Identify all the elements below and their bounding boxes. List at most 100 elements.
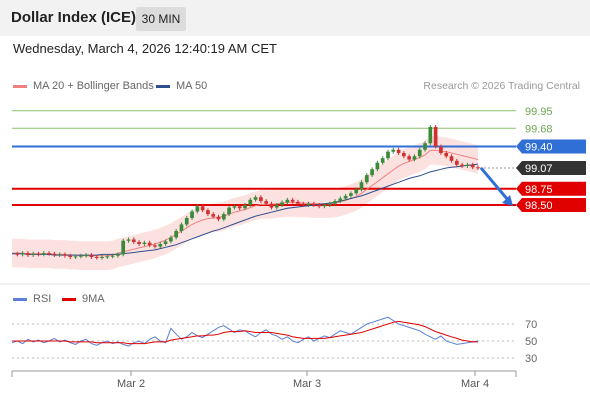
candle	[200, 204, 205, 213]
candle-body	[417, 149, 422, 157]
candle	[20, 251, 25, 257]
candle	[264, 199, 269, 206]
forecast-arrow-head	[502, 195, 513, 206]
candle	[439, 144, 443, 155]
candle-body	[364, 175, 369, 183]
candle-body	[131, 239, 136, 243]
candle	[343, 193, 348, 201]
candle-body	[169, 237, 173, 242]
candle	[460, 162, 464, 168]
candle	[306, 201, 311, 207]
candle-body	[439, 146, 443, 153]
ma50-swatch	[156, 84, 170, 88]
candle	[243, 203, 247, 211]
candle	[211, 212, 216, 219]
candle	[354, 187, 359, 196]
candle-body	[386, 151, 390, 159]
candle	[142, 240, 147, 246]
candle	[163, 239, 168, 246]
candle	[221, 212, 226, 222]
candle-body	[163, 241, 168, 244]
instrument-title: Dollar Index (ICE)	[11, 9, 137, 26]
candle	[121, 238, 126, 257]
candle	[73, 254, 78, 259]
candle-body	[84, 255, 88, 257]
candle	[449, 154, 454, 163]
candle	[68, 253, 73, 259]
candle	[131, 237, 136, 244]
legend-ma50: MA 50	[156, 80, 207, 92]
level-tag-support: 98.75	[516, 181, 586, 196]
candle-body	[211, 214, 216, 217]
candle	[311, 201, 316, 207]
candle	[232, 204, 237, 210]
x-tick-label: Mar 4	[461, 378, 489, 390]
legend-rsi-label: RSI	[33, 293, 52, 305]
candle-body	[402, 153, 406, 157]
candle	[126, 237, 131, 243]
candle	[52, 251, 57, 257]
candle-body	[327, 203, 332, 205]
candle-body	[227, 207, 231, 215]
candle-body	[338, 198, 343, 202]
level-tag-text: 98.75	[525, 184, 553, 196]
candle-body	[333, 201, 337, 204]
candle-body	[31, 253, 36, 256]
candle-body	[274, 205, 279, 208]
candle	[195, 204, 200, 214]
candle	[476, 165, 480, 170]
candle-body	[116, 254, 120, 256]
candle-body	[221, 214, 226, 220]
candle	[465, 162, 470, 168]
candle-body	[454, 160, 459, 165]
candle	[317, 203, 321, 209]
candle-body	[174, 231, 179, 238]
candle	[338, 196, 343, 204]
candle	[36, 251, 41, 257]
legend-rsi: RSI	[13, 293, 51, 305]
candle	[412, 154, 417, 162]
candle-body	[142, 242, 147, 244]
candle-body	[269, 203, 274, 208]
level-tag-bg	[516, 139, 586, 154]
x-tick-label: Mar 2	[117, 378, 145, 390]
price-level-lines	[12, 110, 516, 206]
rsi-ma-line	[12, 320, 478, 345]
candle	[105, 254, 110, 259]
candle-body	[73, 256, 78, 258]
candle	[375, 160, 380, 172]
candle-body	[380, 158, 385, 163]
rsi-tick-label: 50	[525, 336, 537, 348]
level-tag-bg	[516, 198, 586, 212]
candle	[322, 203, 327, 209]
level-tag-last: 99.07	[516, 160, 586, 175]
candle-body	[41, 253, 46, 255]
candle-body	[78, 255, 83, 257]
rsi-tick-label: 70	[525, 319, 537, 331]
candle-body	[179, 224, 184, 231]
level-tag-bg	[516, 160, 586, 175]
legend-rsi-ma: 9MA	[62, 293, 105, 305]
candle	[417, 147, 422, 159]
candle	[386, 149, 390, 161]
candle-body	[20, 253, 25, 255]
candles-layer	[15, 125, 480, 260]
forecast-arrow-shaft	[479, 166, 510, 201]
candle	[57, 252, 62, 257]
candle-body	[36, 253, 41, 255]
candle-body	[153, 245, 157, 247]
level-tag-support: 98.50	[516, 198, 586, 212]
candle	[184, 216, 189, 227]
candle-body	[354, 189, 359, 194]
candle-body	[206, 210, 210, 215]
candle-body	[465, 164, 470, 166]
candle-body	[264, 201, 269, 204]
timeframe-badge[interactable]: 30 MIN	[136, 7, 186, 31]
level-tag-text: 99.40	[525, 142, 553, 154]
candle-body	[232, 206, 237, 208]
x-tick-label: Mar 3	[293, 378, 321, 390]
candle-body	[68, 255, 73, 257]
legend-ma20: MA 20 + Bollinger Bands	[13, 80, 154, 92]
candle-body	[190, 211, 194, 218]
candle	[327, 201, 332, 207]
